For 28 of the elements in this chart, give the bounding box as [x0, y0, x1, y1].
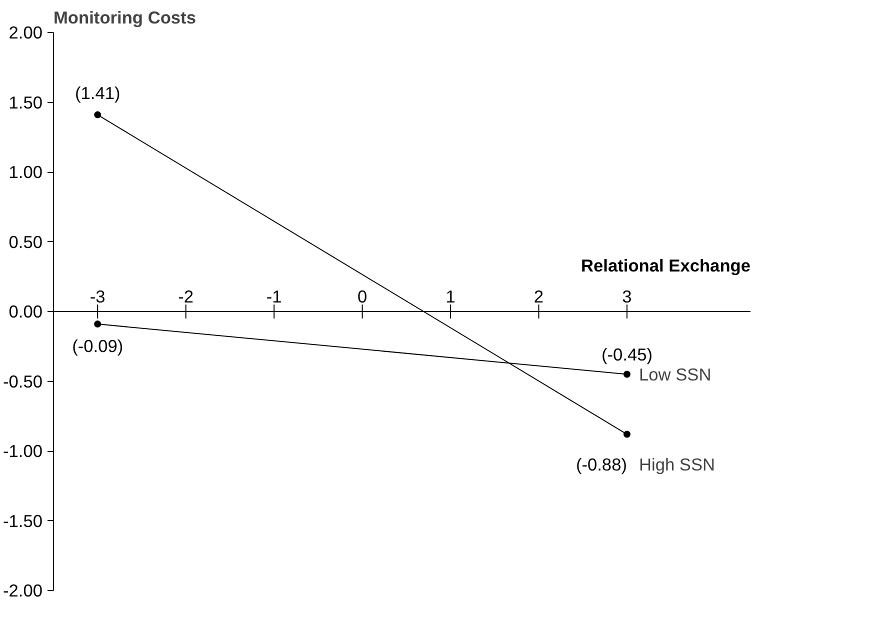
point	[623, 430, 630, 438]
y-tick-label: -2.00	[3, 580, 43, 600]
series-label: Low SSN	[638, 364, 712, 384]
x-tick-label: -2	[178, 286, 194, 306]
y-tick-label: -0.50	[3, 371, 43, 392]
x-tick-label: 3	[622, 286, 632, 306]
y-tick-label: -1.50	[3, 510, 43, 531]
point	[623, 370, 630, 378]
y-tick-label: 1.50	[8, 92, 43, 112]
data-label: (-0.09)	[72, 336, 124, 356]
point	[94, 111, 102, 118]
y-tick-label: 1.00	[8, 162, 43, 182]
data-label: (-0.88)	[576, 454, 627, 474]
x-tick-label: -1	[266, 286, 282, 306]
x-tick-label: 0	[357, 286, 368, 306]
series-label: High SSN	[638, 454, 716, 474]
x-tick-label: 1	[446, 286, 456, 306]
x-axis-title: Relational Exchange	[581, 256, 751, 276]
y-tick-label: 2.00	[8, 22, 43, 42]
data-label: (1.41)	[74, 82, 120, 103]
y-tick-label: -1.00	[3, 441, 43, 461]
x-tick-label: -3	[90, 286, 106, 306]
y-tick-label: 0.50	[8, 232, 43, 252]
x-tick-label: 2	[534, 286, 544, 306]
y-axis-title: Monitoring Costs	[54, 8, 196, 28]
data-label: (-0.45)	[601, 344, 653, 364]
y-tick-label: 0.00	[8, 302, 43, 322]
point	[94, 320, 102, 328]
